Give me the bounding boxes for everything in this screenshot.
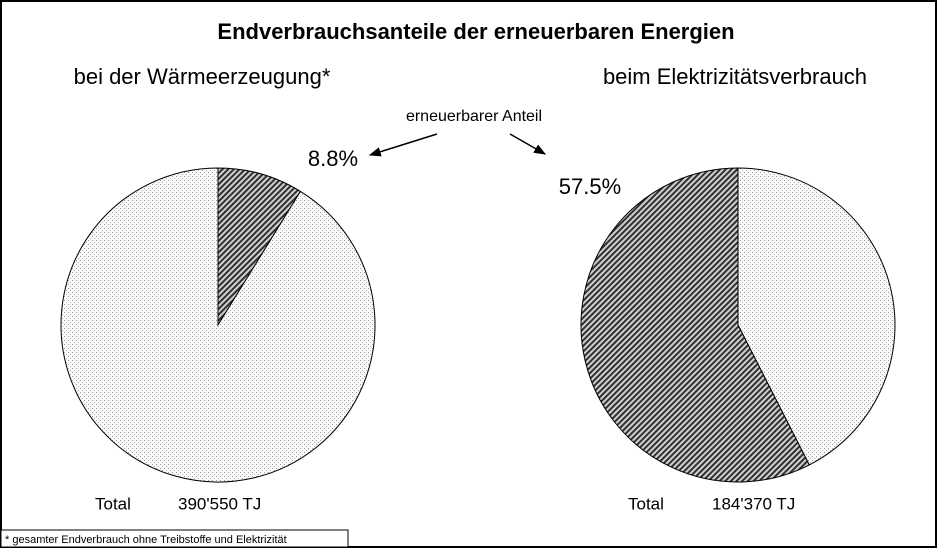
pie-slice (60, 167, 376, 483)
arrow (509, 133, 547, 155)
total-label: Total (95, 494, 131, 513)
total-value: 184'370 TJ (712, 494, 795, 513)
value-label: 8.8% (308, 146, 358, 171)
pie-title: beim Elektrizitätsverbrauch (603, 64, 867, 89)
total-label: Total (628, 494, 664, 513)
footnote-box (0, 529, 349, 548)
total-value: 390'550 TJ (178, 494, 261, 513)
pie-slice (737, 167, 896, 466)
footnote: * gesamter Endverbrauch ohne Treibstoffe… (5, 534, 287, 546)
value-label: 57.5% (559, 174, 621, 199)
pie-slice (580, 167, 810, 483)
chart-title: Endverbrauchsanteile der erneuerbaren En… (217, 19, 734, 44)
arrow (368, 133, 438, 157)
annotation: erneuerbarer Anteil (406, 108, 542, 125)
pie-slice (217, 167, 302, 327)
pie-title: bei der Wärmeerzeugung* (74, 64, 331, 89)
